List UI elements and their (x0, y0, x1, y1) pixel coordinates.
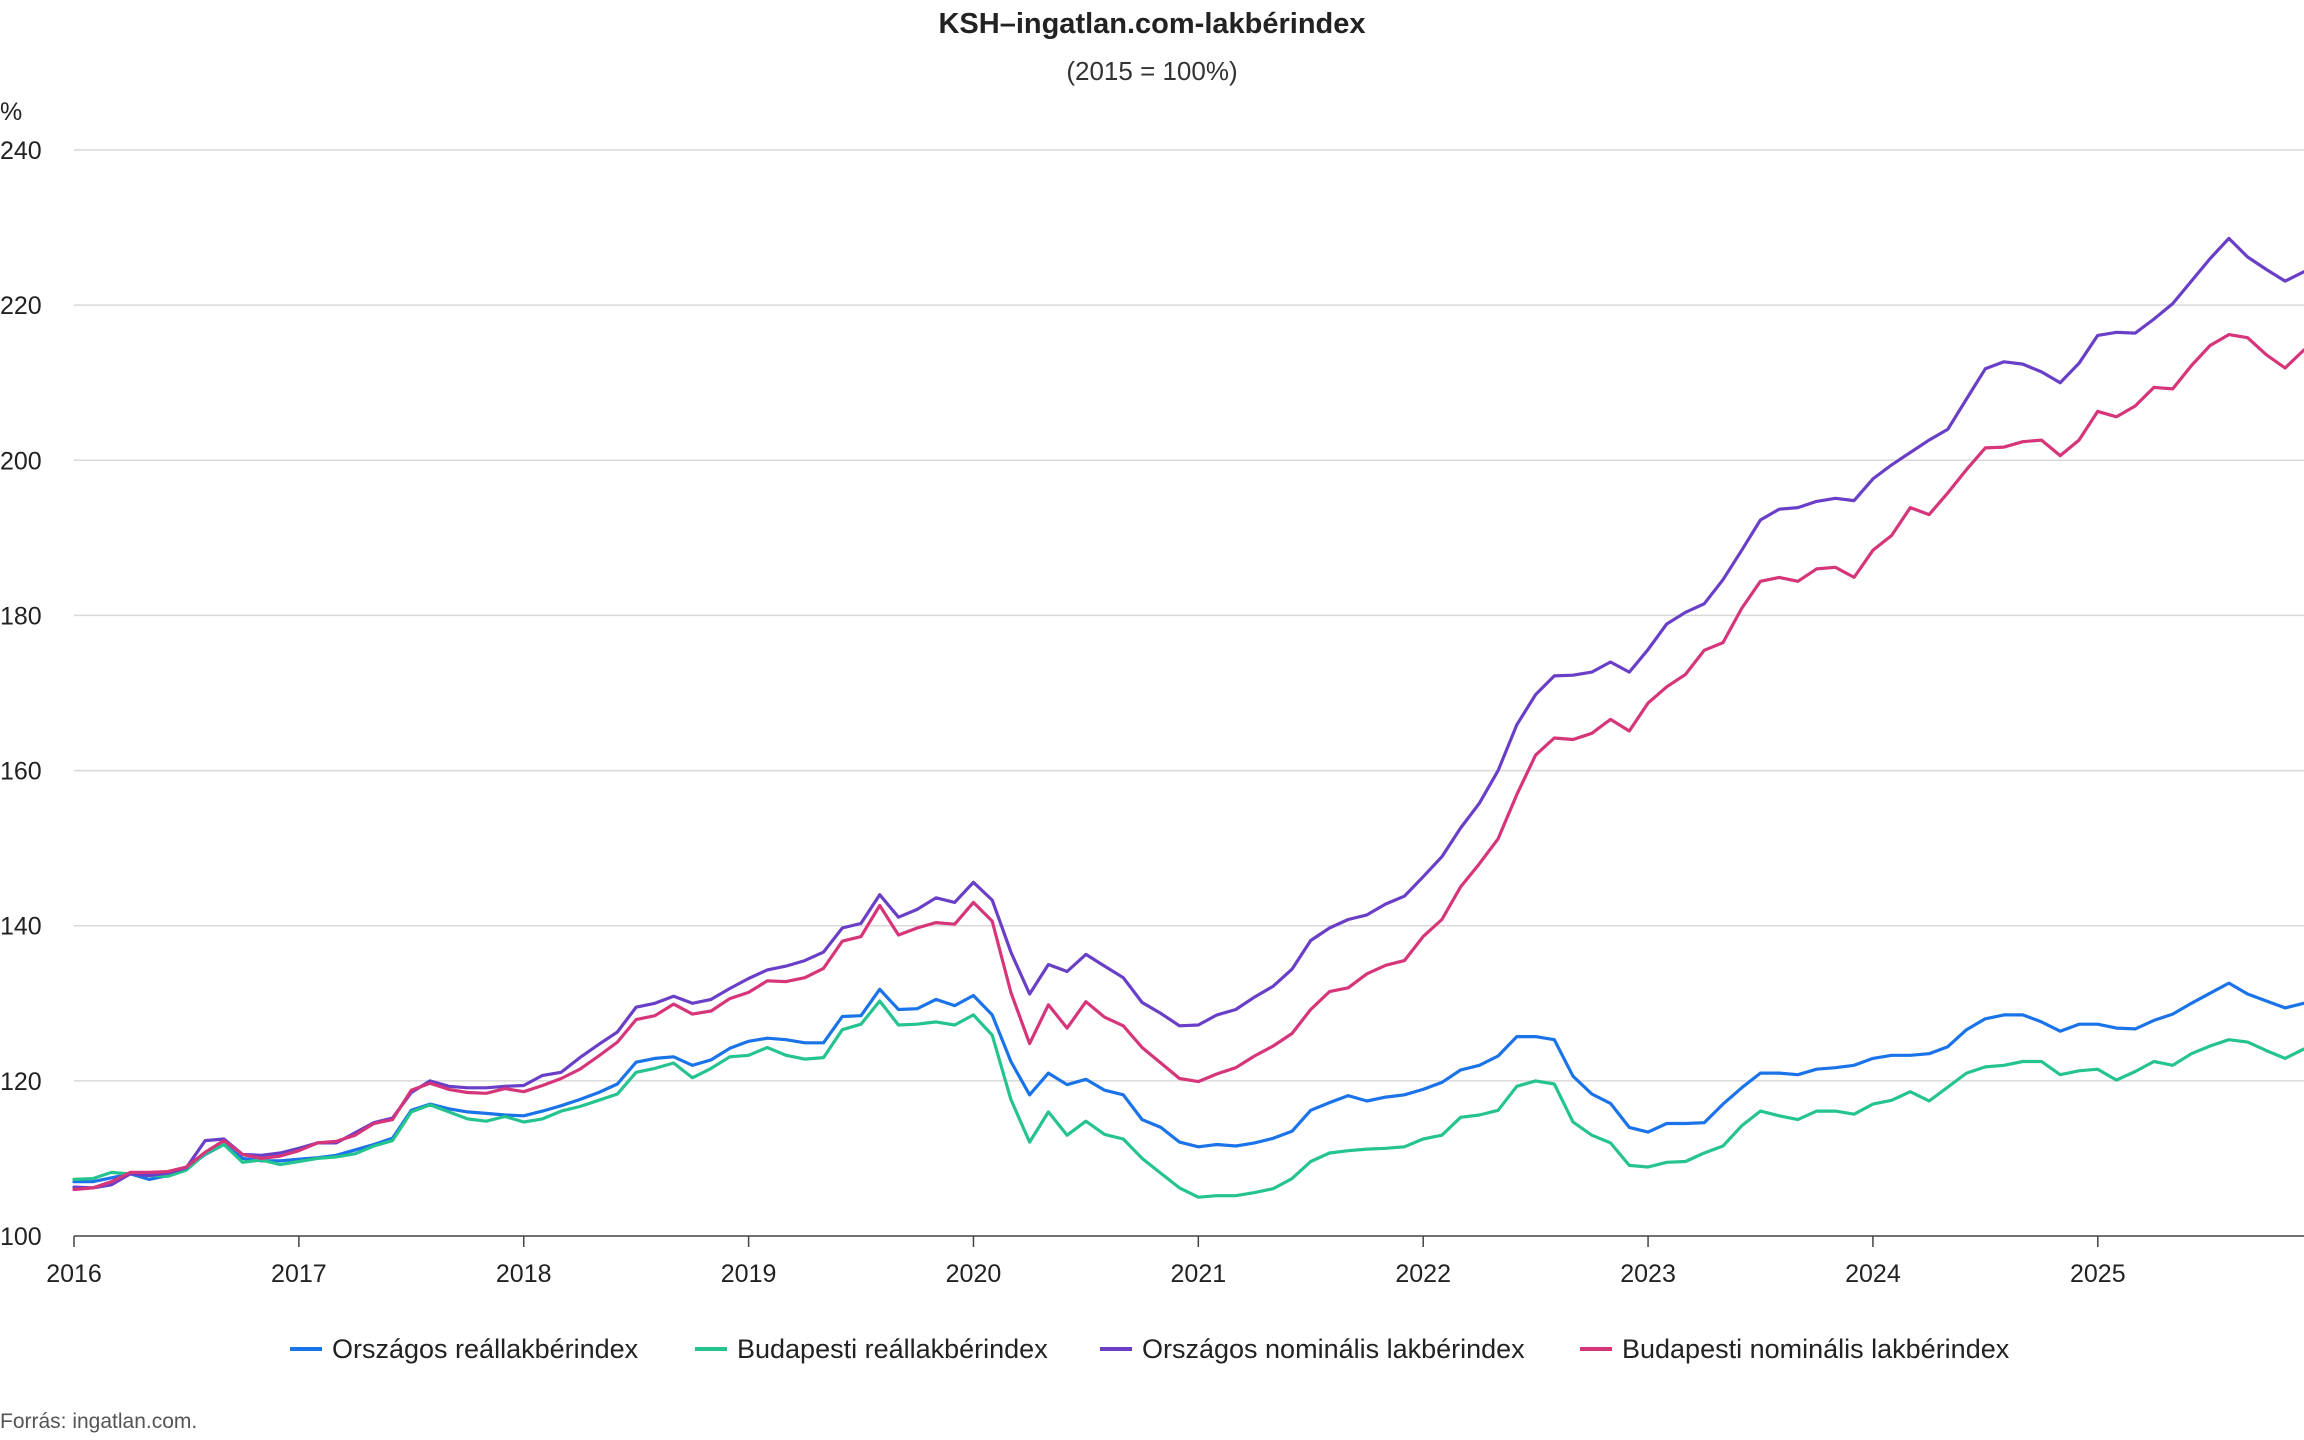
series-line-3 (72, 236, 2304, 1190)
chart-title: KSH–ingatlan.com-lakbérindex (938, 8, 1366, 40)
y-tick-label: 220 (0, 292, 42, 320)
x-tick-label: 2023 (1620, 1260, 1676, 1288)
chart-subtitle: (2015 = 100%) (1066, 56, 1238, 86)
x-tick-label: 2020 (946, 1260, 1002, 1288)
series-line-4 (72, 333, 2304, 1192)
x-tick-label: 2022 (1395, 1260, 1451, 1288)
y-axis-ticks: 100 120 140 160 180 200 220 240 (0, 137, 42, 1251)
series-line-2 (72, 999, 2304, 1199)
series-lines (72, 236, 2304, 1199)
series-line-1 (72, 981, 2304, 1184)
x-tick-label: 2016 (46, 1260, 102, 1288)
x-tick-label: 2017 (271, 1260, 327, 1288)
y-tick-label: 120 (0, 1068, 42, 1096)
x-tick-label: 2021 (1171, 1260, 1227, 1288)
legend-label: Budapesti reállakbérindex (737, 1334, 1048, 1364)
x-tick-label: 2018 (496, 1260, 552, 1288)
source-note: Forrás: ingatlan.com. (0, 1410, 198, 1433)
y-axis-unit-label: % (0, 98, 22, 126)
x-tick-label: 2024 (1845, 1260, 1901, 1288)
legend-label: Budapesti nominális lakbérindex (1622, 1334, 2010, 1364)
y-tick-label: 160 (0, 758, 42, 786)
y-tick-label: 240 (0, 137, 42, 165)
y-tick-label: 200 (0, 447, 42, 475)
x-tick-label: 2025 (2070, 1260, 2126, 1288)
legend: Országos reállakbérindex Budapesti reálla… (290, 1334, 2010, 1364)
y-tick-label: 100 (0, 1223, 42, 1251)
gridlines (74, 149, 2304, 1082)
x-axis-ticks: 2016 2017 2018 2019 2020 2021 2022 2023 2024 2025 (46, 1236, 2126, 1288)
y-tick-label: 140 (0, 913, 42, 941)
legend-label: Országos nominális lakbérindex (1142, 1334, 1525, 1364)
y-tick-label: 180 (0, 602, 42, 630)
legend-label: Országos reállakbérindex (332, 1334, 639, 1364)
x-tick-label: 2019 (721, 1260, 777, 1288)
